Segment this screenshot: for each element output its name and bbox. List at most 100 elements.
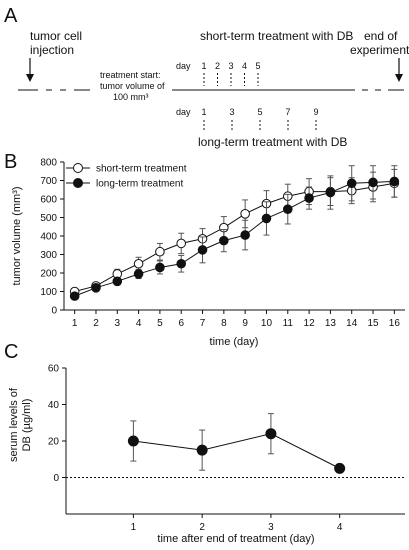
long-term-treatment-point	[155, 262, 165, 273]
panel-a-letter: A	[4, 5, 18, 27]
y-tick-label: 600	[40, 195, 57, 206]
short-term-day-5: 5	[255, 61, 260, 71]
short-term-treatment-point	[240, 209, 250, 219]
x-tick-label: 13	[325, 318, 337, 329]
x-tick-label: 4	[337, 522, 343, 533]
x-tick-label: 1	[131, 522, 137, 533]
short-term-treatment-point	[155, 246, 165, 257]
y-tick-label: 200	[40, 269, 57, 280]
short-term-day-3: 3	[228, 61, 233, 71]
series-0-point	[334, 462, 346, 474]
long-term-treatment-point	[368, 177, 378, 188]
short-term-day-label: day	[176, 61, 191, 71]
short-term-day-1: 1	[201, 61, 206, 71]
long-term-treatment-point	[240, 230, 250, 240]
long-term-day-1: 1	[201, 107, 206, 117]
legend-label-long: long-term treatment	[96, 179, 183, 190]
treatment-start-line2: tumor volume of	[100, 81, 165, 91]
c-series-group	[127, 413, 346, 474]
short-term-day-4: 4	[242, 61, 247, 71]
legend-marker-long	[73, 178, 83, 188]
short-term-title: short-term treatment with DB	[200, 29, 353, 43]
end-arrow-head	[395, 74, 403, 82]
long-term-treatment-point	[346, 178, 357, 189]
x-tick-label: 5	[157, 318, 163, 329]
long-term-day-3: 3	[229, 107, 234, 117]
long-term-treatment-point	[69, 291, 80, 301]
x-tick-label: 11	[283, 318, 294, 329]
c-x-ticks: 1 2 3 4	[131, 514, 343, 533]
long-term-treatment-point	[389, 176, 400, 187]
short-term-day-2: 2	[215, 61, 220, 71]
long-term-treatment-point	[133, 269, 144, 279]
tumor-injection-label-line1: tumor cell	[30, 29, 82, 43]
long-term-day-7: 7	[285, 107, 290, 117]
long-term-treatment-point	[91, 283, 101, 293]
long-term-treatment-point	[282, 204, 293, 214]
y-tick-label: 0	[53, 473, 59, 484]
x-tick-label: 15	[367, 318, 379, 329]
c-y-axis-title-line2: DB (µg/ml)	[21, 399, 33, 452]
long-term-treatment-point	[112, 276, 123, 287]
series-0-point	[127, 435, 139, 447]
y-tick-label: 400	[40, 232, 57, 243]
y-tick-label: 100	[40, 287, 57, 298]
x-tick-label: 3	[115, 318, 121, 329]
short-term-treatment-point	[133, 258, 144, 269]
b-y-axis-title: tumor volume (mm³)	[11, 186, 23, 285]
y-tick-label: 700	[40, 176, 57, 187]
b-y-ticks: 0 100 200 300 400 500 600 700 800	[40, 158, 64, 317]
panel-c-letter: C	[4, 341, 18, 363]
legend-marker-short	[73, 163, 83, 173]
x-tick-label: 2	[93, 318, 99, 329]
long-term-treatment-line	[74, 180, 395, 297]
long-term-days: 1 3 5 7 9	[201, 107, 319, 132]
y-tick-label: 300	[40, 250, 57, 261]
long-term-treatment-point	[325, 187, 336, 198]
end-experiment-label-line2: experiment	[350, 43, 409, 57]
long-term-day-9: 9	[313, 107, 318, 117]
long-term-treatment-point	[176, 258, 187, 269]
long-term-treatment-point	[219, 235, 229, 246]
x-tick-label: 9	[242, 318, 248, 329]
x-tick-label: 4	[136, 318, 142, 329]
injection-arrow-head	[26, 74, 34, 82]
long-term-day-5: 5	[257, 107, 262, 117]
x-tick-label: 7	[200, 318, 206, 329]
y-tick-label: 20	[48, 437, 60, 448]
series-0-line	[133, 433, 340, 469]
legend-label-short: short-term treatment	[96, 164, 187, 175]
y-tick-label: 500	[40, 213, 57, 224]
y-tick-label: 0	[51, 306, 57, 317]
end-experiment-label-line1: end of	[364, 29, 398, 43]
short-term-treatment-line	[74, 182, 395, 292]
x-tick-label: 12	[304, 318, 316, 329]
long-term-treatment-point	[197, 245, 208, 255]
long-term-treatment-point	[261, 213, 272, 224]
x-tick-label: 8	[221, 318, 227, 329]
x-tick-label: 2	[199, 522, 205, 533]
b-x-ticks: 1 2 3 4 5 6 7 8 9 10 11 12 13 14 15 16	[72, 310, 400, 329]
panel-b-letter: B	[4, 151, 17, 173]
x-tick-label: 3	[268, 522, 274, 533]
long-term-day-label: day	[176, 107, 191, 117]
treatment-start-line3: 100 mm³	[113, 92, 149, 102]
series-0-point	[265, 428, 277, 440]
c-y-ticks: 0 20 40 60	[48, 364, 66, 484]
y-tick-label: 800	[40, 158, 57, 169]
b-series-group	[69, 165, 400, 301]
b-x-axis-title: time (day)	[210, 336, 259, 348]
long-term-title: long-term treatment with DB	[198, 135, 347, 149]
short-term-treatment-point	[176, 238, 187, 249]
c-y-axis-title-line1: serum levels of	[8, 387, 20, 462]
x-tick-label: 14	[346, 318, 358, 329]
y-tick-label: 40	[48, 400, 60, 411]
y-tick-label: 60	[48, 364, 60, 375]
x-tick-label: 16	[389, 318, 401, 329]
x-tick-label: 10	[261, 318, 273, 329]
treatment-start-line1: treatment start:	[100, 70, 161, 80]
tumor-injection-label-line2: injection	[30, 43, 74, 57]
